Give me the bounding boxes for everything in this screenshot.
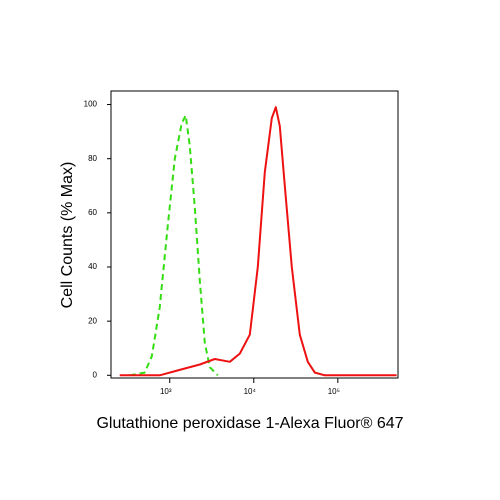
y-tick-label: 20 — [88, 316, 97, 325]
series-line — [129, 114, 219, 377]
y-tick-label: 100 — [84, 100, 98, 109]
y-tick-label: 0 — [93, 370, 98, 379]
x-tick-label: 10³ — [160, 387, 172, 396]
x-tick-label: 10⁵ — [328, 387, 340, 396]
y-axis-label: Cell Counts (% Max) — [59, 162, 76, 309]
x-axis-label: Glutathione peroxidase 1-Alexa Fluor® 64… — [96, 415, 403, 432]
y-tick-label: 60 — [88, 208, 97, 217]
y-tick-label: 80 — [88, 154, 97, 163]
plot-frame — [110, 90, 399, 379]
x-tick-label: 10⁴ — [244, 387, 257, 396]
y-tick-label: 40 — [88, 262, 97, 271]
series-line — [119, 106, 397, 377]
